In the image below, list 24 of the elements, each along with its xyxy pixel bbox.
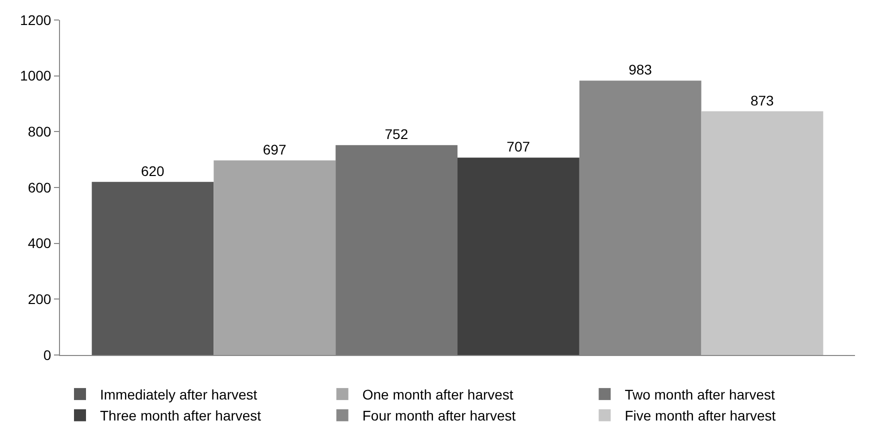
y-tick-label: 200 (28, 291, 52, 308)
bar (458, 158, 580, 355)
data-label: 707 (506, 138, 530, 155)
bar (92, 182, 214, 355)
legend-label: Two month after harvest (624, 386, 775, 403)
legend-label: Four month after harvest (362, 408, 516, 424)
y-tick-label: 400 (28, 235, 52, 252)
y-tick-label: 600 (28, 179, 52, 196)
legend-label: Five month after harvest (624, 408, 776, 424)
data-label: 983 (628, 62, 652, 78)
data-label: 752 (384, 126, 408, 142)
legend-label: Three month after harvest (100, 408, 262, 424)
y-tick-label: 0 (43, 346, 52, 363)
legend-label: Immediately after harvest (100, 386, 258, 403)
data-label: 873 (750, 92, 774, 108)
y-tick-label: 1000 (20, 68, 52, 84)
bar (214, 160, 336, 355)
bar (336, 145, 458, 355)
data-label: 697 (262, 141, 286, 158)
y-tick-label: 800 (28, 124, 52, 140)
legend-label: One month after harvest (362, 386, 514, 403)
data-label: 620 (140, 162, 165, 179)
y-tick-label: 1200 (20, 12, 52, 28)
bar (701, 111, 824, 355)
